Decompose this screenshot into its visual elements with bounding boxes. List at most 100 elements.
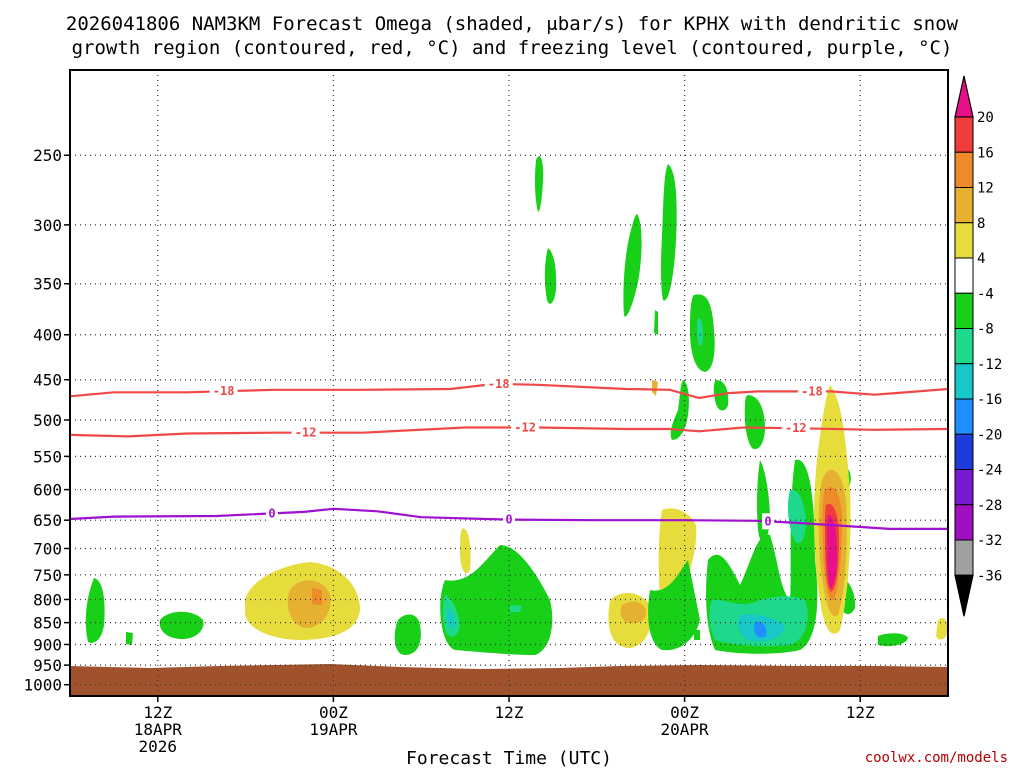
plot-frame	[69, 69, 949, 697]
colorbar-label: 16	[977, 145, 994, 161]
colorbar-label: 8	[977, 216, 985, 232]
contour-label-background	[511, 419, 540, 436]
colorbar-label: -16	[977, 392, 1002, 408]
x-tick-label: 12Z	[495, 703, 524, 722]
contour-label: -18	[213, 384, 235, 398]
chart-title: 2026041806 NAM3KM Forecast Omega (shaded…	[66, 13, 959, 59]
omega-orange-area	[620, 601, 646, 624]
colorbar-label: 20	[977, 110, 994, 126]
omega-cyan-area	[447, 608, 455, 629]
x-tick-label: 20APR	[661, 720, 710, 739]
y-tick-label: 900	[33, 635, 62, 654]
y-tick-label: 550	[33, 447, 62, 466]
colorbar-label: -20	[977, 427, 1002, 443]
colorbar-swatch	[954, 187, 974, 224]
y-tick-label: 950	[33, 656, 62, 675]
x-tick-label: 12Z	[143, 703, 172, 722]
contour-label-background	[503, 511, 515, 528]
y-tick-label: 350	[33, 275, 62, 294]
x-tick-label: 00Z	[670, 703, 699, 722]
contour-label: 0	[268, 506, 275, 520]
omega-colorbar: 20 16 12 8 4 -4 -8 -12 -16 -20 -24 -28 -32 -36	[954, 75, 1002, 617]
omega-yellow-area	[936, 618, 948, 640]
title-line-2: growth region (contoured, red, °C) and f…	[72, 37, 953, 59]
omega-green-area	[660, 164, 677, 301]
y-tick-label: 700	[33, 539, 62, 558]
y-tick-label: 750	[33, 566, 62, 585]
y-tick-label: 300	[33, 216, 62, 235]
colorbar-label: -28	[977, 498, 1002, 514]
colorbar-label: -32	[977, 533, 1002, 549]
omega-green-area	[694, 630, 700, 640]
contour-label-background	[291, 424, 320, 441]
y-tick-label: 250	[33, 146, 62, 165]
omega-green-area	[878, 633, 908, 647]
temperature-contours: -18 -18 -18 -12 -12 -12 0 0 0	[69, 376, 949, 530]
y-tick-label: 500	[33, 411, 62, 430]
omega-green-area	[744, 395, 765, 450]
contour-label-background	[265, 505, 278, 522]
omega-teal-area	[787, 489, 806, 544]
y-axis: 250 300 350 400 450 500 550 600 650 700 750 800 850 9…	[23, 146, 70, 695]
colorbar-swatch	[954, 433, 974, 470]
omega-green-area	[544, 248, 557, 304]
colorbar-swatch	[954, 504, 974, 541]
omega-green-area	[126, 632, 133, 645]
x-tick-label: 2026	[139, 737, 178, 756]
x-tick-label: 12Z	[846, 703, 875, 722]
omega-magenta-area	[827, 514, 837, 588]
omega-green-area	[648, 560, 700, 651]
omega-green-area	[534, 156, 544, 212]
colorbar-swatch	[954, 222, 974, 259]
contour-label: -12	[295, 426, 317, 440]
omega-blue-area	[754, 621, 767, 638]
colorbar-swatch	[954, 363, 974, 400]
omega-green-area	[654, 310, 658, 335]
omega-red-area	[312, 588, 322, 605]
y-tick-label: 1000	[23, 676, 62, 695]
colorbar-swatch	[954, 328, 974, 365]
omega-yellow-area	[652, 380, 658, 396]
colorbar-swatch	[954, 469, 974, 506]
contour-label: 0	[764, 514, 771, 528]
contour-label: -18	[488, 377, 510, 391]
colorbar-swatch	[954, 116, 974, 153]
colorbar-label: -4	[977, 286, 994, 302]
y-tick-label: 450	[33, 371, 62, 390]
y-tick-label: 400	[33, 326, 62, 345]
x-tick-label: 19APR	[309, 720, 358, 739]
omega-green-area	[440, 545, 553, 655]
contour-label-background	[797, 383, 826, 400]
colorbar-top-arrow	[954, 75, 974, 118]
colorbar-label: 4	[977, 251, 985, 267]
colorbar-swatch	[954, 257, 974, 294]
colorbar-label: -8	[977, 322, 994, 338]
contour-label: 0	[505, 513, 512, 527]
omega-teal-area	[697, 318, 703, 346]
colorbar-swatch	[954, 539, 974, 576]
contour-label-background	[762, 513, 775, 530]
x-tick-label: 00Z	[319, 703, 348, 722]
colorbar-label: -12	[977, 357, 1002, 373]
colorbar-swatch	[954, 151, 974, 188]
x-axis-label: Forecast Time (UTC)	[406, 748, 612, 768]
omega-green-area	[159, 611, 204, 640]
omega-teal-area	[510, 605, 522, 612]
omega-green-area	[394, 614, 421, 655]
contour-label-background	[484, 376, 513, 393]
contour-label: -12	[514, 421, 536, 435]
contour-label-background	[781, 420, 810, 437]
omega-green-area	[85, 578, 105, 643]
y-tick-label: 800	[33, 590, 62, 609]
contour-label: -12	[785, 421, 807, 435]
y-tick-label: 850	[33, 614, 62, 633]
y-tick-label: 650	[33, 511, 62, 530]
y-tick-label: 600	[33, 481, 62, 500]
credit-text: coolwx.com/models	[865, 750, 1008, 766]
contour-label-background	[209, 383, 238, 400]
colorbar-label: -24	[977, 463, 1002, 479]
colorbar-bottom-arrow	[954, 574, 974, 617]
contour-label: -18	[801, 384, 823, 398]
